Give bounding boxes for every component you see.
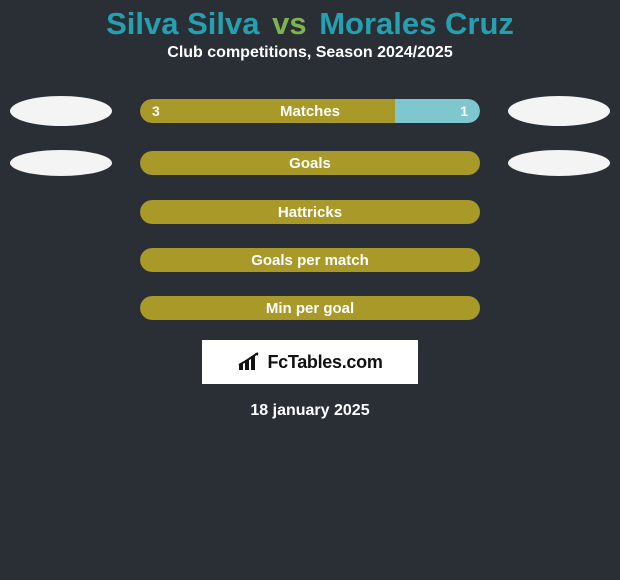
stat-bar: Goals	[140, 151, 480, 175]
bar-label: Matches	[140, 103, 480, 120]
bar-value-left: 3	[152, 103, 160, 119]
subtitle: Club competitions, Season 2024/2025	[0, 44, 620, 62]
footer-date: 18 january 2025	[0, 402, 620, 420]
stat-bar: Hattricks	[140, 200, 480, 224]
bars-icon	[237, 352, 261, 372]
bar-label: Goals per match	[140, 252, 480, 269]
stats-rows: Matches3 1 Goals Hattricks Goals per match Mi…	[0, 96, 620, 320]
stat-row: Min per goal	[0, 296, 620, 320]
bar-value-right: 1	[460, 103, 468, 119]
player-photo-left	[10, 96, 112, 126]
brand-text: FcTables.com	[267, 352, 382, 373]
title-player2: Morales Cruz	[319, 6, 514, 41]
title-vs: vs	[272, 6, 306, 41]
page-title: Silva Silva vs Morales Cruz	[0, 0, 620, 42]
brand-badge: FcTables.com	[202, 340, 418, 384]
stat-row: Goals	[0, 150, 620, 176]
bar-label: Goals	[140, 155, 480, 172]
player-photo-left	[10, 150, 112, 176]
player-photo-right	[508, 150, 610, 176]
stat-bar: Goals per match	[140, 248, 480, 272]
player-photo-right	[508, 96, 610, 126]
title-player1: Silva Silva	[106, 6, 259, 41]
stat-bar: Matches3 1	[140, 99, 480, 123]
stat-row: Goals per match	[0, 248, 620, 272]
bar-label: Min per goal	[140, 300, 480, 317]
stat-bar: Min per goal	[140, 296, 480, 320]
stat-row: Hattricks	[0, 200, 620, 224]
bar-label: Hattricks	[140, 204, 480, 221]
stat-row: Matches3 1	[0, 96, 620, 126]
